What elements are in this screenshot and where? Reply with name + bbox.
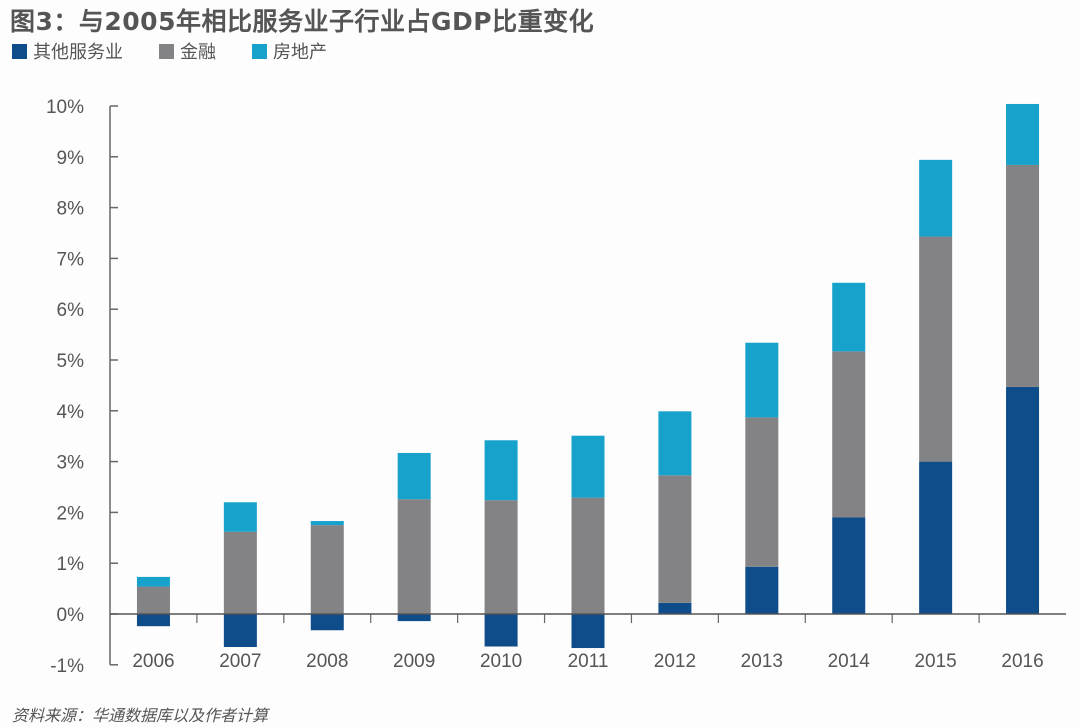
bar-segment-2012-1 (658, 475, 692, 603)
x-tick-label: 2014 (828, 651, 871, 672)
y-tick-label: -1% (50, 656, 84, 677)
bar-segment-2016-2 (1006, 103, 1040, 165)
x-tick-label: 2015 (914, 651, 956, 672)
y-tick-label: 9% (57, 148, 85, 169)
legend-item-finance: 金融 (159, 38, 216, 64)
bar-segment-2013-2 (745, 342, 779, 418)
bar-segment-2014-2 (832, 282, 866, 352)
bar-segment-2007-0 (223, 614, 257, 648)
x-tick-label: 2009 (393, 651, 435, 672)
bar-segment-2010-0 (484, 614, 518, 647)
bar-segment-2015-2 (919, 159, 953, 237)
y-tick-label: 4% (57, 402, 85, 423)
bar-segment-2008-0 (310, 614, 344, 631)
bar-segment-2013-1 (745, 417, 779, 567)
bar-segment-2011-2 (571, 435, 605, 498)
bar-segment-2008-2 (310, 521, 344, 526)
y-tick-label: 6% (57, 300, 85, 321)
bar-segment-2014-0 (832, 517, 866, 614)
bar-segment-2012-0 (658, 602, 692, 614)
x-tick-label: 2013 (741, 651, 783, 672)
bar-segment-2009-1 (397, 499, 431, 614)
chart-title: 图3：与2005年相比服务业子行业占GDP比重变化 (10, 7, 595, 36)
bar-segment-2016-0 (1006, 386, 1040, 614)
bar-segment-2012-2 (658, 411, 692, 476)
bar-segment-2011-1 (571, 497, 605, 614)
x-tick-label: 2012 (654, 651, 696, 672)
x-tick-label: 2007 (219, 651, 261, 672)
bar-segment-2006-2 (136, 576, 170, 587)
x-tick-label: 2006 (132, 651, 174, 672)
x-tick-label: 2008 (306, 651, 348, 672)
bar-segment-2009-2 (397, 452, 431, 500)
bar-segment-2010-1 (484, 500, 518, 614)
bar-segment-2015-1 (919, 236, 953, 462)
y-tick-label: 0% (57, 605, 85, 626)
y-tick-label: 1% (57, 554, 85, 575)
source-note: 资料来源：华通数据库以及作者计算 (12, 706, 269, 725)
y-tick-label: 2% (57, 503, 85, 524)
x-tick-label: 2011 (568, 651, 609, 672)
x-tick-label: 2016 (1001, 651, 1043, 672)
legend: 其他服务业 金融 房地产 (12, 38, 327, 64)
legend-item-real-estate: 房地产 (252, 38, 327, 64)
y-tick-label: 5% (57, 351, 85, 372)
legend-swatch (12, 43, 27, 59)
legend-swatch (252, 43, 267, 59)
bar-segment-2013-0 (745, 566, 779, 614)
bar-segment-2015-0 (919, 461, 953, 614)
bar-segment-2011-0 (571, 614, 605, 649)
bar-segment-2010-2 (484, 440, 518, 501)
bar-segment-2014-1 (832, 351, 866, 518)
bar-segment-2008-1 (310, 525, 344, 614)
legend-label: 其他服务业 (33, 42, 123, 63)
x-tick-label: 2010 (480, 651, 522, 672)
y-tick-label: 7% (57, 249, 85, 270)
bar-segment-2016-1 (1006, 164, 1040, 387)
bar-segment-2007-1 (223, 531, 257, 614)
y-tick-label: 8% (57, 199, 85, 220)
legend-item-other-services: 其他服务业 (12, 38, 123, 64)
legend-label: 金融 (180, 42, 216, 63)
bar-segment-2007-2 (223, 502, 257, 532)
bar-segment-2006-0 (136, 614, 170, 627)
legend-label: 房地产 (273, 42, 327, 63)
legend-swatch (159, 43, 174, 59)
bar-segment-2009-0 (397, 614, 431, 622)
y-tick-label: 3% (57, 453, 85, 474)
y-tick-label: 10% (46, 97, 84, 118)
bar-segment-2006-1 (136, 586, 170, 614)
